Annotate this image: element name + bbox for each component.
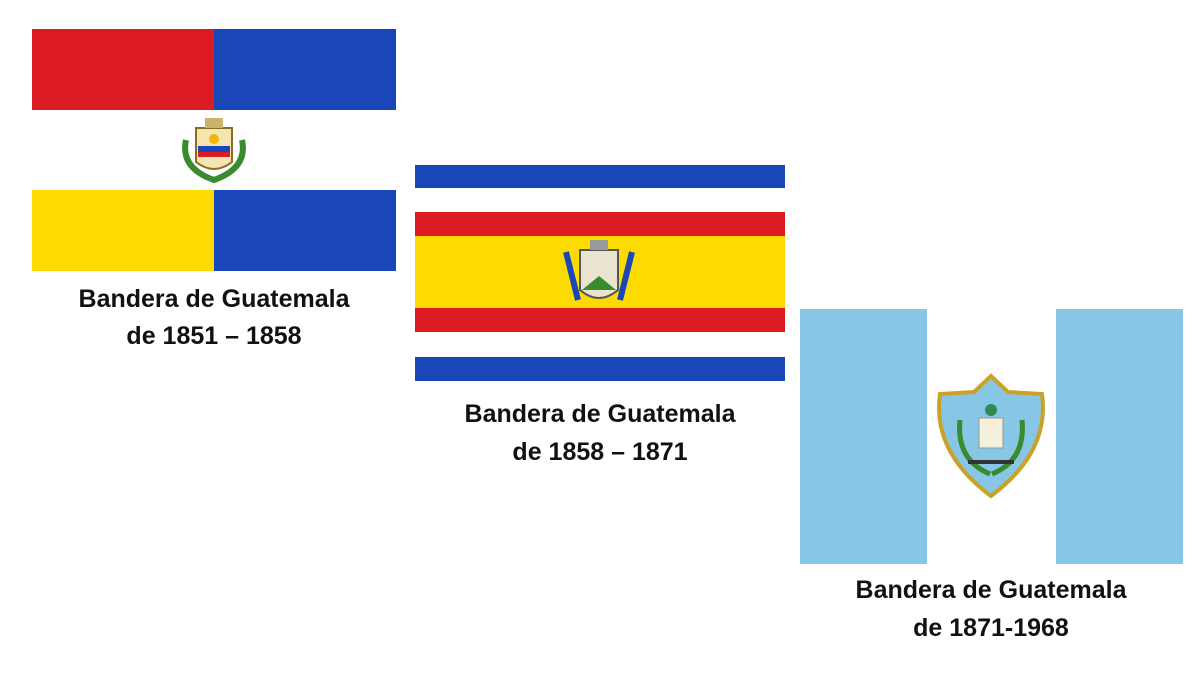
stripe-blue bbox=[214, 190, 396, 271]
shield bbox=[579, 249, 619, 299]
coat-of-arms bbox=[563, 240, 635, 301]
stripe-red bbox=[32, 29, 214, 110]
caption-line: de 1871-1968 bbox=[913, 614, 1069, 642]
stripe-blue bbox=[214, 29, 396, 110]
sun bbox=[209, 134, 219, 144]
coat-of-arms bbox=[937, 373, 1045, 499]
flag-1851 bbox=[32, 29, 396, 271]
stripe-white bbox=[415, 188, 785, 212]
stripe-lightblue bbox=[1056, 309, 1183, 564]
scroll bbox=[978, 417, 1004, 449]
stripe-yellow bbox=[32, 190, 214, 271]
crown bbox=[205, 118, 223, 128]
stripe-blue bbox=[415, 357, 785, 381]
stripe-blue bbox=[415, 165, 785, 188]
caption-line: de 1851 – 1858 bbox=[126, 322, 301, 350]
caption-line: Bandera de Guatemala bbox=[79, 285, 351, 313]
mountain bbox=[582, 276, 616, 290]
flag-1871 bbox=[800, 309, 1183, 564]
caption-line: de 1858 – 1871 bbox=[512, 438, 687, 466]
laurel bbox=[957, 419, 1025, 477]
shield-band bbox=[198, 152, 230, 157]
caption-line: Bandera de Guatemala bbox=[465, 400, 737, 428]
laurel bbox=[182, 139, 246, 184]
shield-band bbox=[198, 146, 230, 152]
flag-1858 bbox=[415, 165, 785, 381]
stripe-red bbox=[415, 212, 785, 236]
flags-side bbox=[563, 251, 635, 301]
coat-of-arms bbox=[182, 118, 246, 184]
quetzal bbox=[985, 404, 997, 416]
crown bbox=[590, 240, 608, 250]
caption-line: Bandera de Guatemala bbox=[856, 576, 1128, 604]
stripe-red bbox=[415, 308, 785, 332]
stripe-white bbox=[415, 332, 785, 357]
stripe-lightblue bbox=[800, 309, 927, 564]
